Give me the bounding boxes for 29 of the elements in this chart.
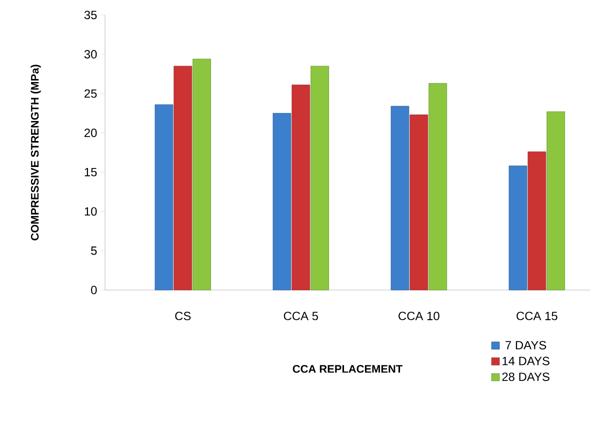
bar [528, 152, 546, 290]
y-tick-label: 35 [84, 10, 97, 20]
x-tick-label: CS [175, 312, 191, 320]
bar [410, 114, 428, 290]
y-axis-title: COMPRESSIVE STRENGTH (MPa) [30, 64, 41, 240]
y-tick-label: 25 [84, 89, 97, 98]
y-tick-label: 5 [91, 246, 97, 255]
bar [546, 111, 565, 290]
legend-label: 7 DAYS [506, 340, 546, 350]
y-tick-label: 10 [84, 207, 97, 216]
x-tick-label: CCA 15 [516, 312, 558, 320]
bar [390, 106, 410, 290]
legend-label: 14 DAYS [502, 356, 550, 366]
bar [508, 166, 528, 290]
bar [154, 104, 174, 290]
bar [272, 113, 292, 290]
y-tick-label: 0 [91, 286, 97, 294]
bar [310, 66, 329, 290]
y-tick-label: 20 [84, 128, 97, 138]
y-tick-label: 15 [84, 168, 97, 176]
legend-label: 28 DAYS [502, 372, 550, 382]
y-tick-label: 30 [84, 50, 97, 59]
bar [192, 58, 211, 290]
x-tick-label: CCA 10 [398, 312, 440, 320]
x-axis-title: CCA REPLACEMENT [292, 365, 402, 373]
bar [428, 83, 447, 290]
bar [292, 84, 310, 290]
x-tick-label: CCA 5 [284, 312, 318, 320]
bar [174, 66, 192, 290]
